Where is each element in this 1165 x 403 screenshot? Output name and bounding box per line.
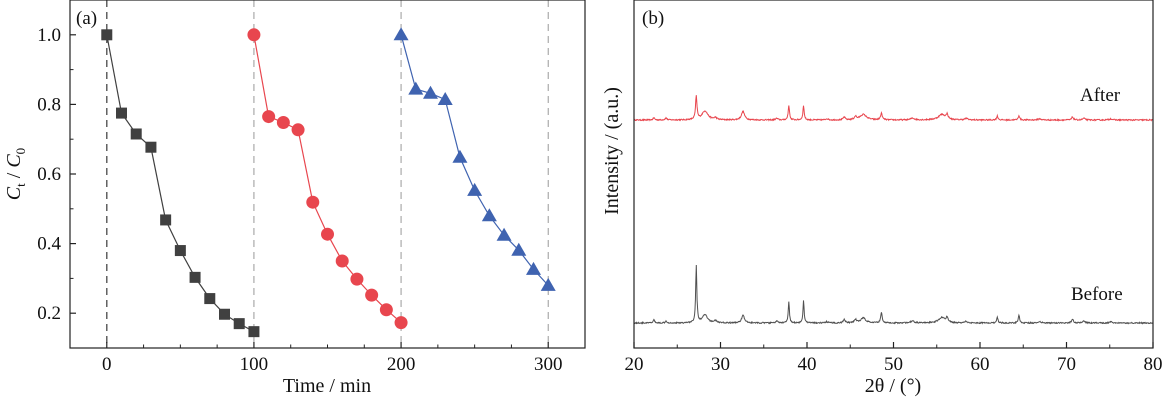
- a-series-3-point: [496, 227, 512, 241]
- a-vertical-guides: [106, 0, 549, 348]
- b-pattern-before: [633, 264, 1154, 325]
- a-y-tick-label: 0.4: [37, 234, 61, 255]
- a-x-tick-label: 0: [102, 354, 112, 375]
- a-series-1-point: [145, 141, 157, 153]
- b-x-axis-label: 2θ / (°): [865, 375, 921, 397]
- a-series-3-point: [481, 208, 497, 222]
- b-pattern-after: [633, 95, 1153, 122]
- a-series-1-line: [106, 34, 255, 333]
- a-series-3-point: [452, 149, 468, 163]
- a-series-1-point: [219, 308, 230, 320]
- a-y-axis-label: Ct / C0: [3, 148, 28, 200]
- a-series-1-point: [101, 29, 113, 41]
- a-series-3-point: [511, 242, 527, 256]
- a-series-1-point: [116, 107, 127, 119]
- b-annotation-after: After: [1080, 85, 1121, 106]
- b-x-tick-label: 50: [884, 354, 903, 375]
- a-series-3-point: [437, 92, 453, 106]
- a-y-tick-label: 0.6: [37, 164, 61, 185]
- a-series-3-point: [467, 182, 483, 196]
- b-x-tick-label: 70: [1057, 354, 1076, 375]
- a-x-axis-label: Time / min: [283, 375, 371, 397]
- panel-b: 20 30 40 50 60 70 80 (b) After Before 2θ / (°)…: [601, 0, 1163, 397]
- b-y-axis-label: Intensity / (a.u.): [601, 87, 623, 215]
- a-plot-frame: [69, 0, 586, 349]
- b-x-tick-label: 80: [1144, 354, 1163, 375]
- a-series-1-point: [174, 245, 186, 257]
- a-series-3-point: [423, 85, 438, 99]
- a-y-tick-label: 0.2: [37, 303, 61, 324]
- a-series-1-point: [189, 271, 201, 283]
- b-series-group: [633, 95, 1154, 325]
- a-panel-label: (a): [76, 8, 97, 29]
- a-series-1-point: [233, 318, 245, 330]
- b-x-tick-label: 20: [625, 354, 644, 375]
- a-series-3-point: [526, 261, 541, 275]
- a-x-tick-label: 100: [240, 354, 269, 375]
- a-y-tick-label: 1.0: [37, 25, 61, 46]
- panel-a: 0 100 200 300 0.2 0.4 0.6 0.8 1.0 (a) Time / min…: [3, 0, 586, 397]
- a-series-2-point: [335, 254, 349, 268]
- a-series-3-point: [393, 27, 409, 41]
- a-y-label-sep: /: [3, 168, 25, 184]
- b-x-tick-label: 60: [971, 354, 990, 375]
- b-x-tick-label: 30: [711, 354, 730, 375]
- a-series-group: [101, 27, 556, 338]
- a-series-2-point: [247, 28, 261, 42]
- a-y-label-sub1: t: [13, 183, 28, 187]
- a-series-1-point: [204, 293, 216, 305]
- a-x-tick-label: 200: [387, 354, 416, 375]
- a-y-label-main: C: [3, 186, 25, 200]
- a-series-2-point: [262, 110, 276, 124]
- a-series-2-point: [350, 272, 364, 286]
- a-series-3-line: [400, 34, 549, 286]
- a-series-2-point: [379, 303, 393, 317]
- a-y-label-main2: C: [3, 154, 25, 168]
- a-series-3-point: [540, 277, 556, 291]
- b-ticks: 20 30 40 50 60 70 80: [625, 342, 1163, 375]
- a-y-tick-label: 0.8: [37, 94, 61, 115]
- b-annotation-before: Before: [1071, 284, 1123, 305]
- a-series-3-point: [408, 81, 424, 95]
- a-series-2-point: [276, 115, 290, 129]
- a-series-1-point: [160, 214, 172, 226]
- a-x-tick-label: 300: [534, 354, 563, 375]
- a-series-1-point: [248, 326, 260, 338]
- b-panel-label: (b): [642, 8, 664, 29]
- a-series-2-point: [365, 288, 379, 302]
- b-x-tick-label: 40: [798, 354, 817, 375]
- a-series-2-line: [253, 34, 402, 324]
- a-series-2-point: [394, 316, 408, 330]
- a-series-2-point: [321, 227, 334, 241]
- a-series-2-point: [306, 195, 320, 209]
- a-y-label-sub2: 0: [13, 148, 28, 155]
- a-series-1-point: [130, 128, 142, 140]
- a-ticks: 0 100 200 300 0.2 0.4 0.6 0.8 1.0: [37, 0, 586, 375]
- a-series-2-point: [291, 123, 305, 137]
